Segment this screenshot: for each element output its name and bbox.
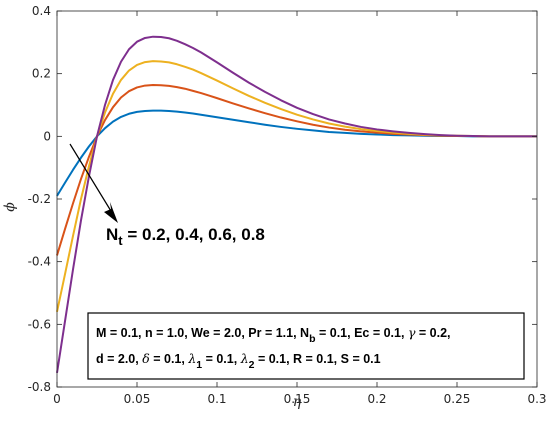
param-text-run: = 0.2,	[415, 326, 450, 340]
param-greek-symbol: γ	[408, 325, 416, 340]
param-subscript: 2	[249, 359, 255, 371]
axis-layer: η ϕ 0 0.05 0.1 0.15 0.2 0.25 0.3 0.4 0.2 0 -0.2 -0.…	[2, 4, 547, 410]
x-tick-label: 0.2	[367, 392, 386, 406]
parameter-line-1: M = 0.1, n = 1.0, We = 2.0, Pr = 1.1, Nb…	[96, 325, 451, 345]
x-tick-label: 0.25	[444, 392, 471, 406]
x-tick-label: 0.1	[207, 392, 226, 406]
y-tick-label: -0.6	[28, 317, 51, 331]
param-greek-symbol: λ	[240, 351, 249, 366]
nt-main: N	[106, 225, 118, 244]
param-text-run: d = 2.0,	[96, 352, 142, 366]
nt-arrow-shaft	[69, 143, 115, 217]
y-tick-label: 0.2	[32, 67, 51, 81]
x-axis-label: η	[293, 394, 302, 410]
nt-values: = 0.2, 0.4, 0.6, 0.8	[123, 225, 265, 244]
param-subscript: b	[309, 333, 315, 345]
param-greek-symbol: λ	[187, 351, 196, 366]
x-tick-label: 0	[53, 392, 61, 406]
x-tick-label: 0.05	[124, 392, 151, 406]
y-tick-label: -0.4	[28, 255, 51, 269]
parameter-box-frame	[87, 312, 525, 380]
y-axis-label: ϕ	[2, 202, 18, 212]
param-subscript: 1	[196, 359, 202, 371]
param-text-run: = 0.1,	[150, 352, 189, 366]
param-text-run: = 0.1, R = 0.1, S = 0.1	[254, 352, 380, 366]
y-tick-label: 0	[43, 129, 51, 143]
param-text-run: M = 0.1, n = 1.0, We = 2.0, Pr = 1.1, N	[96, 326, 309, 340]
y-tick-label: -0.8	[28, 380, 51, 394]
series-line-4	[56, 35, 537, 374]
param-text-run: = 0.1, Ec = 0.1,	[316, 326, 408, 340]
y-tick-label: -0.2	[28, 192, 51, 206]
parameter-box: M = 0.1, n = 1.0, We = 2.0, Pr = 1.1, Nb…	[87, 312, 525, 380]
nt-arrowhead	[104, 202, 118, 223]
y-tick-label: 0.4	[32, 4, 51, 18]
nt-annotation: Nt = 0.2, 0.4, 0.6, 0.8	[106, 225, 265, 248]
nt-subscript: t	[118, 233, 123, 248]
param-text-run: = 0.1,	[202, 352, 241, 366]
x-tick-label: 0.15	[284, 392, 311, 406]
series-layer	[56, 35, 537, 374]
parameter-line-2: d = 2.0, δ = 0.1, λ1 = 0.1, λ2 = 0.1, R …	[96, 351, 381, 371]
annotation-layer: Nt = 0.2, 0.4, 0.6, 0.8	[69, 143, 265, 248]
x-tick-label: 0.3	[527, 392, 546, 406]
param-greek-symbol: δ	[142, 351, 150, 366]
